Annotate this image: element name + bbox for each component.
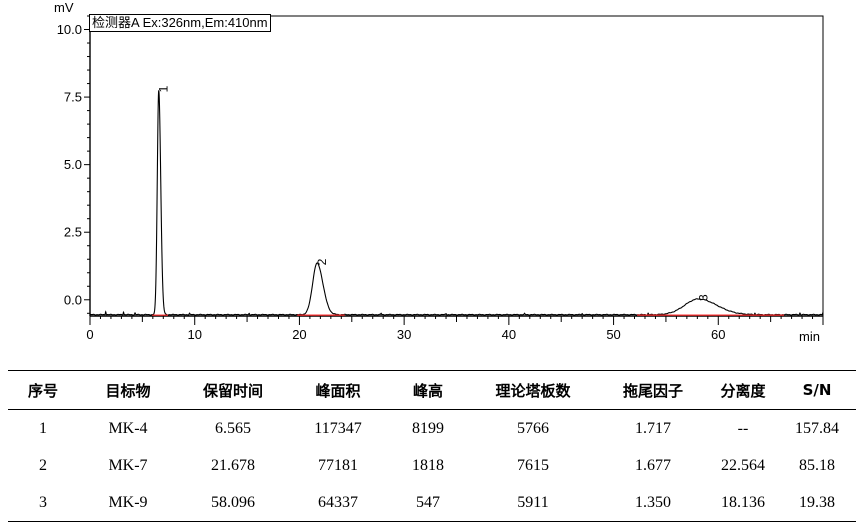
y-tick-label: 7.5 [64, 90, 82, 105]
table-cell: 5766 [517, 419, 549, 437]
table-header-cell: 峰面积 [315, 381, 361, 400]
table-cell: 1.677 [635, 456, 671, 474]
x-axis-unit-label: min [799, 329, 820, 344]
table-cell: 21.678 [211, 456, 255, 474]
chart-ticks: 0 10 20 30 40 50 60 10.0 7.5 5.0 2.5 0.0 [57, 15, 824, 342]
table-row: 2 MK-7 21.678 77181 1818 7615 1.677 22.564 85.18 [8, 447, 856, 484]
table-header-cell: 分离度 [720, 381, 766, 400]
table-cell: -- [737, 419, 749, 437]
table-cell: 1818 [412, 456, 444, 474]
table-cell: 5911 [517, 493, 549, 511]
y-tick-label: 0.0 [64, 292, 82, 307]
table-row: 3 MK-9 58.096 64337 547 5911 1.350 18.136 19.38 [8, 484, 856, 522]
x-tick-label: 20 [292, 327, 306, 342]
table-cell: 547 [416, 493, 440, 511]
table-header-cell: 理论塔板数 [495, 381, 571, 400]
table-cell: 157.84 [795, 419, 839, 437]
table-cell: 3 [39, 493, 47, 511]
y-tick-label: 5.0 [64, 157, 82, 172]
table-cell: 58.096 [211, 493, 255, 511]
plot-frame [89, 15, 824, 317]
table-cell: 7615 [517, 456, 549, 474]
table-cell: 18.136 [721, 493, 765, 511]
chart-traces [89, 90, 824, 316]
table-cell: 64337 [318, 493, 358, 511]
table-cell: 117347 [314, 419, 362, 437]
table-cell: 6.565 [215, 419, 251, 437]
table-cell: 1.717 [635, 419, 671, 437]
peak-3-label: 3 [696, 294, 710, 301]
peak-2-label: 2 [315, 258, 329, 265]
table-cell: MK-7 [108, 456, 148, 474]
x-tick-label: 60 [711, 327, 725, 342]
table-cell: MK-9 [108, 493, 148, 511]
table-cell: 1.350 [635, 493, 671, 511]
table-header-row: 序号 目标物 保留时间 峰面积 峰高 理论塔板数 拖尾因子 分离度 S/N [8, 370, 856, 410]
table-header-cell: 峰高 [412, 381, 443, 400]
table-cell: 19.38 [799, 493, 835, 511]
x-tick-label: 10 [187, 327, 201, 342]
peak-1-label: 1 [157, 85, 171, 92]
table-header-cell: 保留时间 [202, 381, 263, 400]
table-cell: 22.564 [721, 456, 765, 474]
chart-peak-labels: 1 2 3 [157, 85, 711, 301]
y-axis-unit-label: mV [54, 0, 74, 15]
y-tick-label: 10.0 [57, 22, 82, 37]
table-cell: 85.18 [799, 456, 835, 474]
chart-axes [89, 15, 824, 317]
detector-label: 检测器A Ex:326nm,Em:410nm [89, 14, 271, 32]
table-cell: 8199 [412, 419, 444, 437]
x-tick-label: 0 [86, 327, 93, 342]
table-header-cell: 目标物 [105, 381, 151, 400]
peak-results-table: 序号 目标物 保留时间 峰面积 峰高 理论塔板数 拖尾因子 分离度 S/N 1 MK-4 6.565… [8, 370, 856, 522]
table-cell: 2 [39, 456, 47, 474]
table-header-cell: 拖尾因子 [622, 381, 683, 400]
table-cell: MK-4 [108, 419, 148, 437]
table-cell: 77181 [318, 456, 358, 474]
y-tick-label: 2.5 [64, 225, 82, 240]
chromatogram-trace [89, 90, 824, 316]
x-tick-label: 50 [606, 327, 620, 342]
table-header-cell: S/N [802, 381, 832, 399]
x-tick-label: 30 [397, 327, 411, 342]
table-header-cell: 序号 [27, 381, 58, 400]
table-row: 1 MK-4 6.565 117347 8199 5766 1.717 -- 157.84 [8, 410, 856, 448]
table-cell: 1 [39, 419, 47, 437]
x-tick-label: 40 [502, 327, 516, 342]
chromatogram: 0 10 20 30 40 50 60 10.0 7.5 5.0 2.5 0.0 1 2 3 [57, 15, 824, 342]
